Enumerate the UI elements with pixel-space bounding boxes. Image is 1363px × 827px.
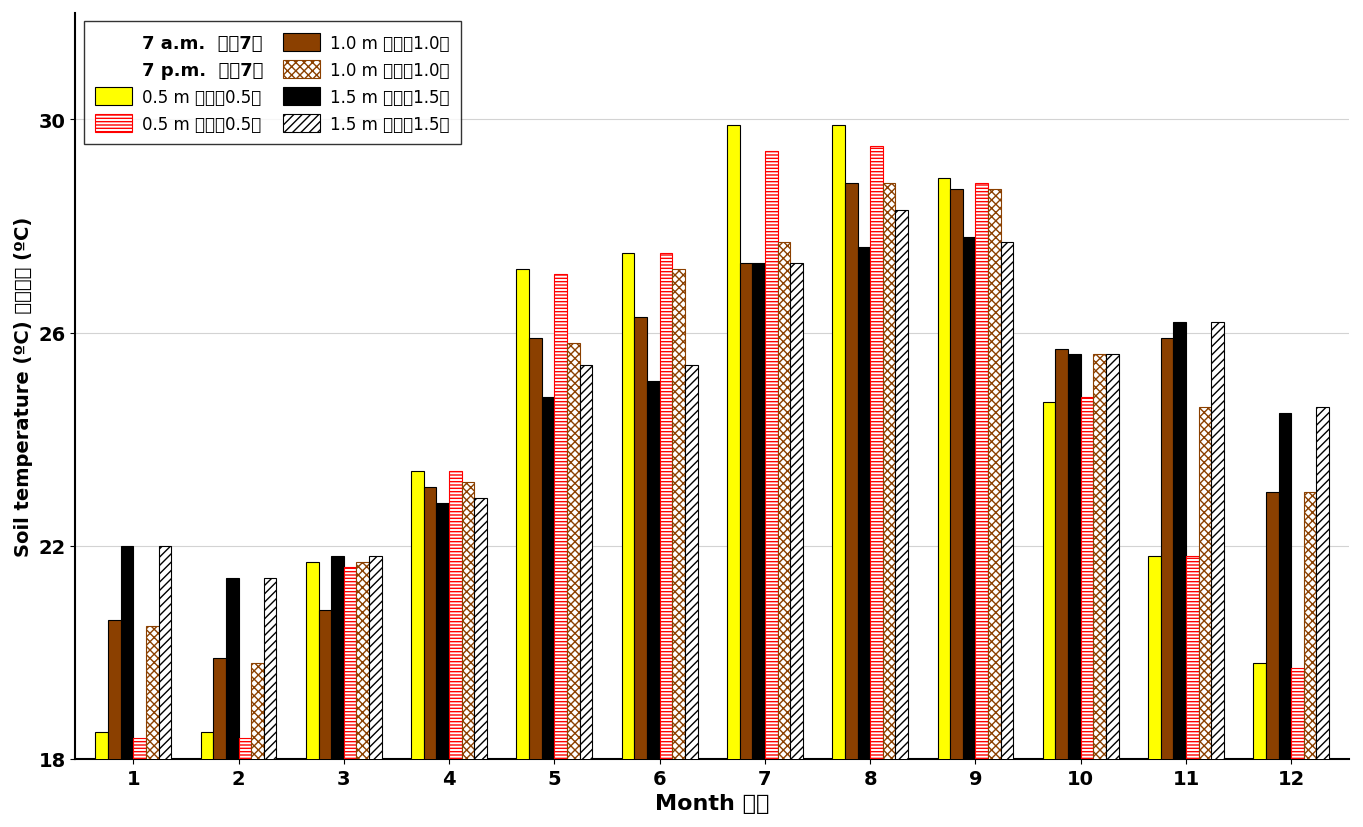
Bar [305, 562, 319, 827]
Bar [108, 620, 121, 827]
Bar [474, 498, 487, 827]
Bar [239, 738, 251, 827]
Bar [962, 237, 976, 827]
X-axis label: Month 月份: Month 月份 [656, 793, 770, 813]
Bar [462, 482, 474, 827]
Bar [660, 253, 672, 827]
Bar [883, 184, 895, 827]
Bar [1081, 397, 1093, 827]
Bar [684, 365, 698, 827]
Bar [424, 487, 436, 827]
Bar [791, 264, 803, 827]
Bar [1000, 242, 1013, 827]
Bar [1055, 349, 1069, 827]
Bar [634, 318, 647, 827]
Bar [1093, 355, 1105, 827]
Bar [988, 189, 1000, 827]
Bar [331, 557, 343, 827]
Bar [134, 738, 146, 827]
Bar [200, 732, 214, 827]
Bar [1266, 493, 1278, 827]
Bar [264, 578, 277, 827]
Y-axis label: Soil temperature (ºC) 土壤溫度 (ºC): Soil temperature (ºC) 土壤溫度 (ºC) [14, 217, 33, 557]
Bar [1069, 355, 1081, 827]
Bar [146, 626, 158, 827]
Bar [845, 184, 857, 827]
Bar [579, 365, 593, 827]
Bar [1278, 413, 1291, 827]
Bar [1105, 355, 1119, 827]
Bar [1254, 663, 1266, 827]
Bar [622, 253, 634, 827]
Bar [950, 189, 962, 827]
Bar [517, 270, 529, 827]
Bar [726, 126, 740, 827]
Bar [752, 264, 765, 827]
Bar [214, 657, 226, 827]
Bar [1317, 408, 1329, 827]
Bar [412, 471, 424, 827]
Bar [1174, 323, 1186, 827]
Bar [1161, 338, 1174, 827]
Bar [1212, 323, 1224, 827]
Bar [976, 184, 988, 827]
Bar [1148, 557, 1161, 827]
Bar [343, 567, 357, 827]
Bar [251, 663, 264, 827]
Bar [765, 152, 777, 827]
Bar [555, 275, 567, 827]
Bar [938, 179, 950, 827]
Bar [870, 147, 883, 827]
Bar [448, 471, 462, 827]
Bar [1186, 557, 1198, 827]
Bar [1198, 408, 1212, 827]
Bar [857, 248, 870, 827]
Bar [158, 546, 172, 827]
Bar [226, 578, 239, 827]
Bar [647, 381, 660, 827]
Bar [121, 546, 134, 827]
Bar [95, 732, 108, 827]
Bar [672, 270, 684, 827]
Bar [777, 242, 791, 827]
Bar [436, 504, 448, 827]
Bar [740, 264, 752, 827]
Bar [357, 562, 369, 827]
Bar [1304, 493, 1317, 827]
Bar [567, 344, 579, 827]
Bar [369, 557, 382, 827]
Bar [1291, 668, 1304, 827]
Legend: 7 a.m.  上华7時, 7 p.m.  下华7時, 0.5 m 地面下0.5米, 0.5 m 地面下0.5米, 1.0 m 地面下1.0米, 1.0 m 地: 7 a.m. 上华7時, 7 p.m. 下华7時, 0.5 m 地面下0.5米,… [83, 22, 461, 145]
Bar [833, 126, 845, 827]
Bar [319, 609, 331, 827]
Bar [541, 397, 555, 827]
Bar [895, 211, 908, 827]
Bar [1043, 403, 1055, 827]
Bar [529, 338, 541, 827]
